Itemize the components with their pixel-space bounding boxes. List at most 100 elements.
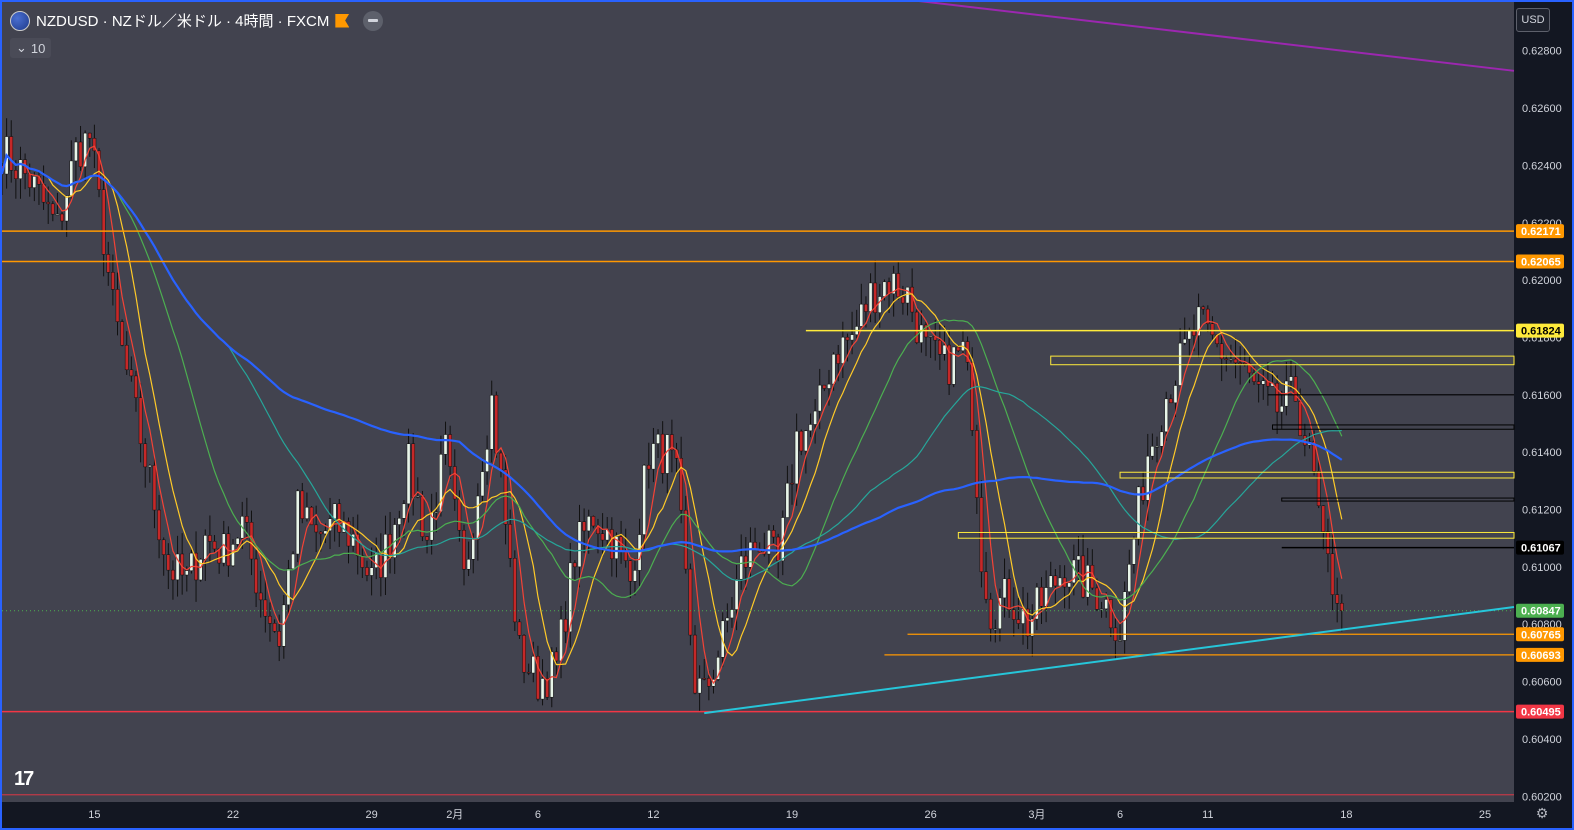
candle (235, 537, 240, 545)
candle (919, 324, 924, 343)
candle (517, 621, 522, 636)
candle (1039, 586, 1044, 607)
candle (397, 518, 402, 525)
price-tick-label: 0.61400 (1522, 447, 1562, 459)
candle (984, 571, 988, 600)
candle (318, 531, 323, 535)
candle (1326, 531, 1330, 554)
candle (693, 634, 697, 694)
candle (1330, 553, 1335, 595)
candle (942, 344, 947, 355)
symbol-legend[interactable]: NZDUSD · NZドル／米ドル · 4時間 · FXCM (10, 10, 384, 31)
candle (157, 509, 161, 541)
candle (753, 541, 757, 550)
candle (536, 656, 540, 700)
candle (471, 538, 476, 560)
candle (18, 159, 23, 179)
currency-button[interactable]: USD (1516, 8, 1550, 32)
candle (1108, 599, 1113, 629)
price-label-text: 0.60847 (1521, 606, 1561, 618)
candle (212, 541, 217, 550)
candle (152, 465, 157, 511)
candle (1312, 441, 1316, 472)
price-tick-label: 0.62400 (1522, 160, 1562, 172)
candle (979, 497, 984, 573)
time-tick-label: 18 (1340, 809, 1352, 821)
candle (790, 482, 794, 485)
candle (1016, 619, 1021, 624)
time-tick-label: 3月 (1028, 809, 1045, 821)
candle (231, 544, 235, 567)
candle (545, 678, 550, 698)
candle (914, 311, 919, 343)
candle (64, 195, 69, 222)
candle (332, 503, 337, 520)
moving-average-line (2, 154, 1343, 666)
candle (27, 173, 32, 188)
candle (808, 424, 813, 432)
candle (947, 344, 951, 385)
time-tick-label: 22 (227, 809, 239, 821)
candle (171, 569, 175, 581)
candle (134, 375, 138, 398)
candle (512, 558, 517, 623)
candle (1122, 591, 1127, 641)
indicator-count: 10 (30, 40, 46, 56)
candle (993, 628, 998, 631)
candle (74, 141, 78, 162)
zone-rectangle (1050, 355, 1515, 366)
candle (254, 558, 258, 594)
candle (337, 503, 342, 533)
candle (309, 506, 314, 526)
candle (1187, 329, 1192, 340)
price-tick-label: 0.62000 (1522, 275, 1562, 287)
collapse-legend-button[interactable] (363, 10, 384, 31)
candle (956, 346, 961, 352)
candle (69, 160, 74, 196)
price-label-text: 0.62171 (1521, 226, 1561, 238)
candle (406, 443, 411, 505)
candle (734, 578, 739, 610)
price-tick-label: 0.61000 (1522, 562, 1562, 574)
candle (1011, 609, 1016, 620)
candle (263, 599, 268, 617)
price-label-text: 0.60693 (1521, 650, 1561, 662)
candle (1085, 565, 1090, 598)
market-status-icon[interactable] (335, 13, 350, 28)
price-tick-label: 0.62600 (1522, 103, 1562, 115)
candle (725, 617, 730, 622)
candle (637, 534, 642, 571)
price-label-badge (1516, 603, 1564, 618)
moving-average-line (2, 154, 1343, 601)
candle (1104, 599, 1109, 610)
candle (295, 490, 300, 555)
candle (591, 516, 596, 527)
price-label-text: 0.62065 (1521, 256, 1561, 268)
time-axis (2, 802, 1514, 828)
candle (480, 471, 485, 497)
candle (448, 434, 452, 467)
candle (540, 678, 545, 700)
candle (272, 623, 277, 632)
candle (1321, 505, 1326, 532)
time-tick-label: 15 (88, 809, 100, 821)
candle (1256, 381, 1261, 385)
candle (1261, 380, 1266, 385)
gear-icon[interactable]: ⚙ (1535, 804, 1549, 821)
candle (452, 466, 457, 500)
candle (660, 433, 665, 474)
candle (78, 141, 83, 168)
candle (873, 282, 878, 313)
candle (813, 410, 817, 425)
candle (951, 346, 956, 385)
indicators-toggle[interactable]: ⌄ 10 (10, 38, 52, 58)
candle (120, 321, 124, 346)
candle (1053, 575, 1058, 587)
trendline (704, 606, 1515, 715)
time-tick-label: 6 (1117, 809, 1123, 821)
candle (522, 635, 526, 673)
candle (730, 609, 734, 619)
candle (1219, 343, 1224, 360)
candle (651, 443, 656, 470)
